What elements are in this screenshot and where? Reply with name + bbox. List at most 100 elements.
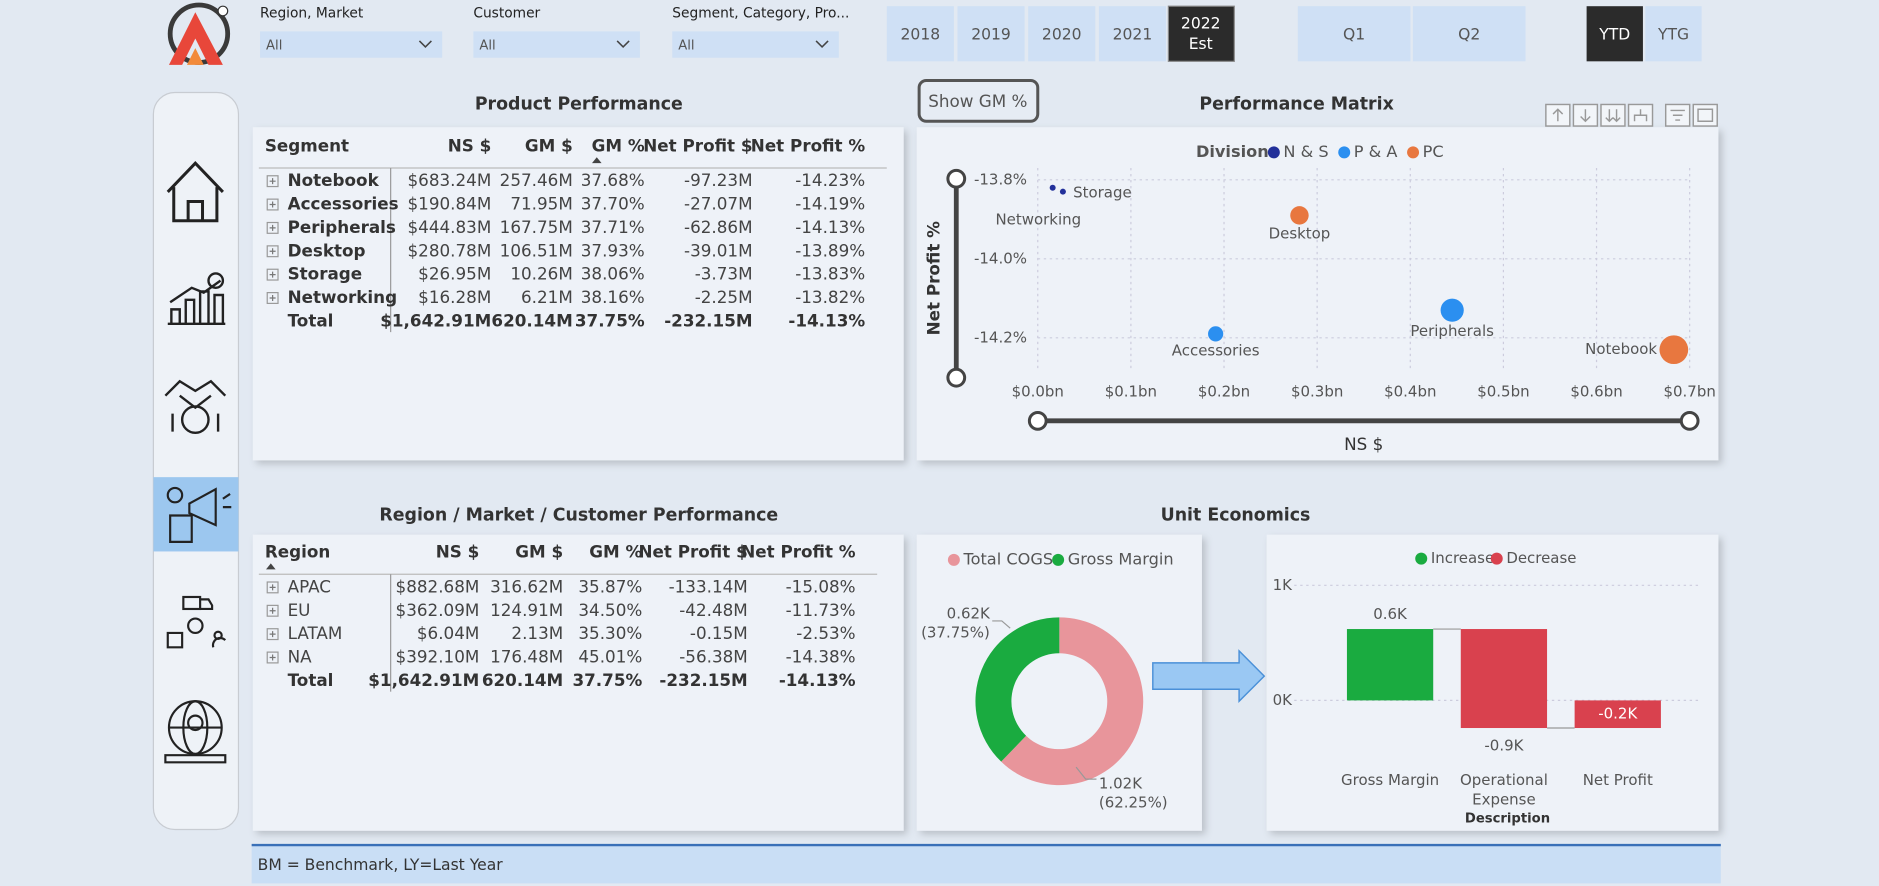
table-cell: -56.38M (679, 647, 748, 667)
expand-icon[interactable] (266, 628, 279, 641)
column-header[interactable]: GM $ (525, 135, 573, 155)
footer-bar (251, 845, 1721, 884)
column-header[interactable]: GM $ (515, 542, 563, 562)
dropdown-chevron (418, 40, 432, 49)
table-cell: Notebook (288, 170, 380, 190)
show-gm-label[interactable]: Show GM % (928, 91, 1027, 111)
show-gm-button[interactable] (917, 79, 1040, 123)
table-cell: -15.08% (786, 576, 856, 596)
table-cell: -14.19% (795, 194, 865, 214)
column-header[interactable]: Net Profit % (751, 135, 866, 155)
finance-icon[interactable] (167, 272, 226, 325)
period-label[interactable]: YTG (1657, 25, 1689, 43)
quarter-label[interactable]: Q1 (1343, 25, 1365, 43)
x-slider-handle[interactable] (1027, 410, 1048, 431)
table-cell: $190.84M (408, 194, 492, 214)
year-button[interactable] (886, 6, 954, 62)
home-icon[interactable] (166, 161, 224, 223)
quarter-button[interactable] (1412, 6, 1526, 62)
table-cell: -2.25M (695, 287, 753, 307)
year-label[interactable]: 2020 (1042, 25, 1082, 43)
waterfall-bar[interactable] (1346, 629, 1434, 701)
scatter-point[interactable] (1059, 188, 1066, 195)
quarter-label[interactable]: Q2 (1458, 25, 1480, 43)
table-cell: $6.04M (417, 623, 479, 643)
point-label: Desktop (1269, 225, 1331, 243)
filter-dropdown[interactable] (260, 31, 443, 58)
donut-slice[interactable] (975, 617, 1060, 762)
x-axis-title: NS $ (1344, 434, 1383, 454)
table-cell: -14.13% (795, 217, 865, 237)
period-label[interactable]: YTD (1598, 25, 1630, 43)
table-cell: -42.48M (679, 600, 748, 620)
legend-label: Increase (1431, 549, 1494, 567)
table-cell: $1,642.91M (368, 670, 479, 690)
year-button[interactable] (1098, 6, 1166, 62)
column-header[interactable]: Region (265, 542, 330, 562)
deal-icon[interactable] (164, 379, 227, 435)
column-header[interactable]: NS $ (436, 542, 480, 562)
column-header[interactable]: GM % (589, 542, 642, 562)
expand-icon[interactable] (266, 581, 279, 594)
expand-icon[interactable] (266, 268, 279, 281)
table-cell: 35.87% (578, 576, 642, 596)
scatter-point[interactable] (1208, 326, 1224, 342)
legend-swatch (1415, 552, 1428, 565)
scatter-point[interactable] (1659, 335, 1689, 365)
table-cell: 257.46M (500, 170, 573, 190)
legend-swatch (1490, 552, 1503, 565)
donut-slice[interactable] (1001, 617, 1144, 786)
expand-icon[interactable] (266, 651, 279, 664)
expand-plus (269, 631, 276, 638)
category-label: Net Profit (1583, 771, 1653, 789)
y-slider-handle[interactable] (946, 168, 967, 189)
legend-swatch (1407, 146, 1420, 159)
table-cell: 38.06% (581, 264, 645, 284)
waterfall-bar[interactable] (1460, 629, 1548, 729)
year-label[interactable]: 2019 (971, 25, 1011, 43)
table-cell: APAC (288, 576, 331, 596)
expand-icon[interactable] (266, 245, 279, 258)
table-cell: 10.26M (510, 264, 572, 284)
filter-dropdown[interactable] (672, 31, 839, 58)
year-button[interactable] (1028, 6, 1096, 62)
year-label[interactable]: 2018 (901, 25, 941, 43)
year-label[interactable]: 2022 (1181, 15, 1221, 33)
column-header[interactable]: NS $ (448, 135, 492, 155)
year-label[interactable]: 2021 (1113, 25, 1153, 43)
year-button[interactable] (957, 6, 1025, 62)
table-cell: $683.24M (408, 170, 492, 190)
supply-icon[interactable] (166, 595, 227, 649)
filter-value[interactable]: All (678, 39, 694, 54)
year-label[interactable]: Est (1189, 35, 1213, 53)
table-cell: $444.83M (408, 217, 492, 237)
column-header[interactable]: Net Profit % (741, 542, 856, 562)
period-button[interactable] (1645, 6, 1702, 62)
period-button[interactable] (1586, 6, 1643, 62)
filter-value[interactable]: All (479, 39, 495, 54)
waterfall-bar[interactable] (1574, 700, 1661, 729)
expand-icon[interactable] (266, 221, 279, 234)
x-slider-handle[interactable] (1679, 410, 1700, 431)
filter-value[interactable]: All (266, 39, 282, 54)
expand-icon[interactable] (266, 175, 279, 188)
scatter-point[interactable] (1290, 206, 1309, 225)
year-button-selected[interactable] (1167, 5, 1235, 62)
y-slider-handle[interactable] (946, 367, 967, 388)
expand-icon[interactable] (266, 198, 279, 211)
filter-label: Segment, Category, Pro... (672, 5, 849, 21)
filter-dropdown[interactable] (473, 31, 640, 58)
global-icon[interactable] (164, 700, 227, 764)
expand-icon[interactable] (266, 604, 279, 617)
column-header[interactable]: GM % (592, 135, 645, 155)
quarter-button[interactable] (1297, 6, 1411, 62)
expand-plus (269, 201, 276, 208)
expand-icon[interactable] (266, 292, 279, 304)
marketing-icon[interactable] (166, 486, 232, 543)
column-header[interactable]: Segment (265, 135, 349, 155)
scatter-point[interactable] (1049, 184, 1056, 191)
point-label: Peripherals (1410, 322, 1494, 340)
column-header[interactable]: Net Profit $ (643, 135, 752, 155)
scatter-point[interactable] (1440, 298, 1464, 322)
column-header[interactable]: Net Profit $ (638, 542, 747, 562)
